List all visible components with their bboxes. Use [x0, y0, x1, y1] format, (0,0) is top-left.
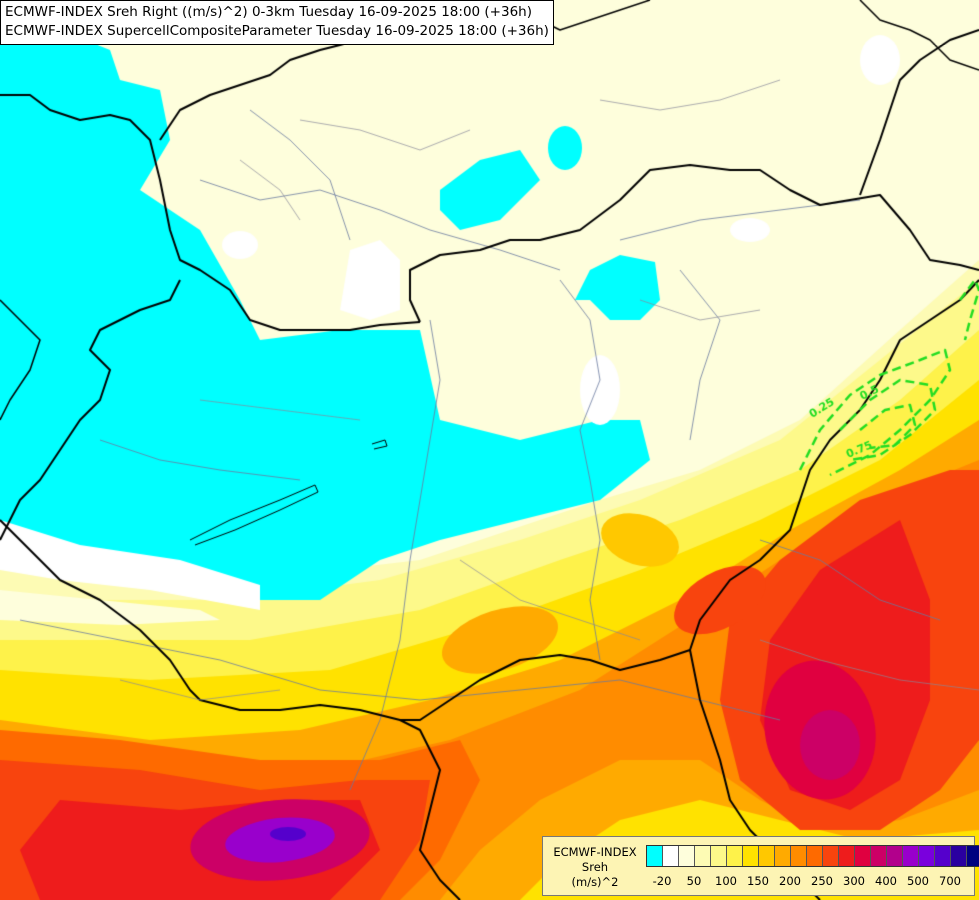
legend-swatch: [727, 846, 743, 866]
legend-swatch: [823, 846, 839, 866]
legend-swatch: [951, 846, 967, 866]
legend-swatch: [887, 846, 903, 866]
color-legend: ECMWF-INDEX Sreh (m/s)^2 -20 50 100 150 200 2…: [542, 836, 979, 896]
map-title-sreh: ECMWF-INDEX Sreh Right ((m/s)^2) 0-3km T…: [5, 4, 532, 20]
legend-swatch: [711, 846, 727, 866]
legend-title-param: Sreh: [581, 860, 609, 874]
legend-swatch: [743, 846, 759, 866]
legend-tick-label: 100: [715, 874, 737, 888]
legend-tick-label: 150: [747, 874, 769, 888]
legend-tick-label: 200: [779, 874, 801, 888]
legend-swatch: [695, 846, 711, 866]
legend-swatch: [647, 846, 663, 866]
legend-swatch: [967, 846, 979, 866]
legend-swatches: [646, 845, 979, 867]
legend-swatch: [871, 846, 887, 866]
map-title-scp: ECMWF-INDEX SupercellCompositeParameter …: [5, 23, 549, 39]
legend-title: ECMWF-INDEX Sreh (m/s)^2: [547, 845, 643, 890]
legend-ticks: -20 50 100 150 200 250 300 400 500 700: [646, 874, 968, 888]
legend-swatch: [791, 846, 807, 866]
legend-swatch: [919, 846, 935, 866]
legend-swatch: [935, 846, 951, 866]
legend-title-source: ECMWF-INDEX: [553, 845, 637, 859]
legend-swatch: [679, 846, 695, 866]
legend-tick-label: 700: [939, 874, 961, 888]
map-title-box: ECMWF-INDEX Sreh Right ((m/s)^2) 0-3km T…: [0, 0, 554, 45]
legend-tick-label: 500: [907, 874, 929, 888]
legend-swatch: [855, 846, 871, 866]
legend-tick-label: 250: [811, 874, 833, 888]
legend-swatch: [759, 846, 775, 866]
legend-tick-label: 400: [875, 874, 897, 888]
legend-tick-label: 50: [686, 874, 702, 888]
legend-swatch: [839, 846, 855, 866]
legend-title-unit: (m/s)^2: [571, 875, 619, 889]
legend-tick-label: 300: [843, 874, 865, 888]
legend-swatch: [903, 846, 919, 866]
legend-swatch: [807, 846, 823, 866]
legend-tick-label: -20: [652, 874, 672, 888]
legend-swatch: [775, 846, 791, 866]
legend-swatch: [663, 846, 679, 866]
